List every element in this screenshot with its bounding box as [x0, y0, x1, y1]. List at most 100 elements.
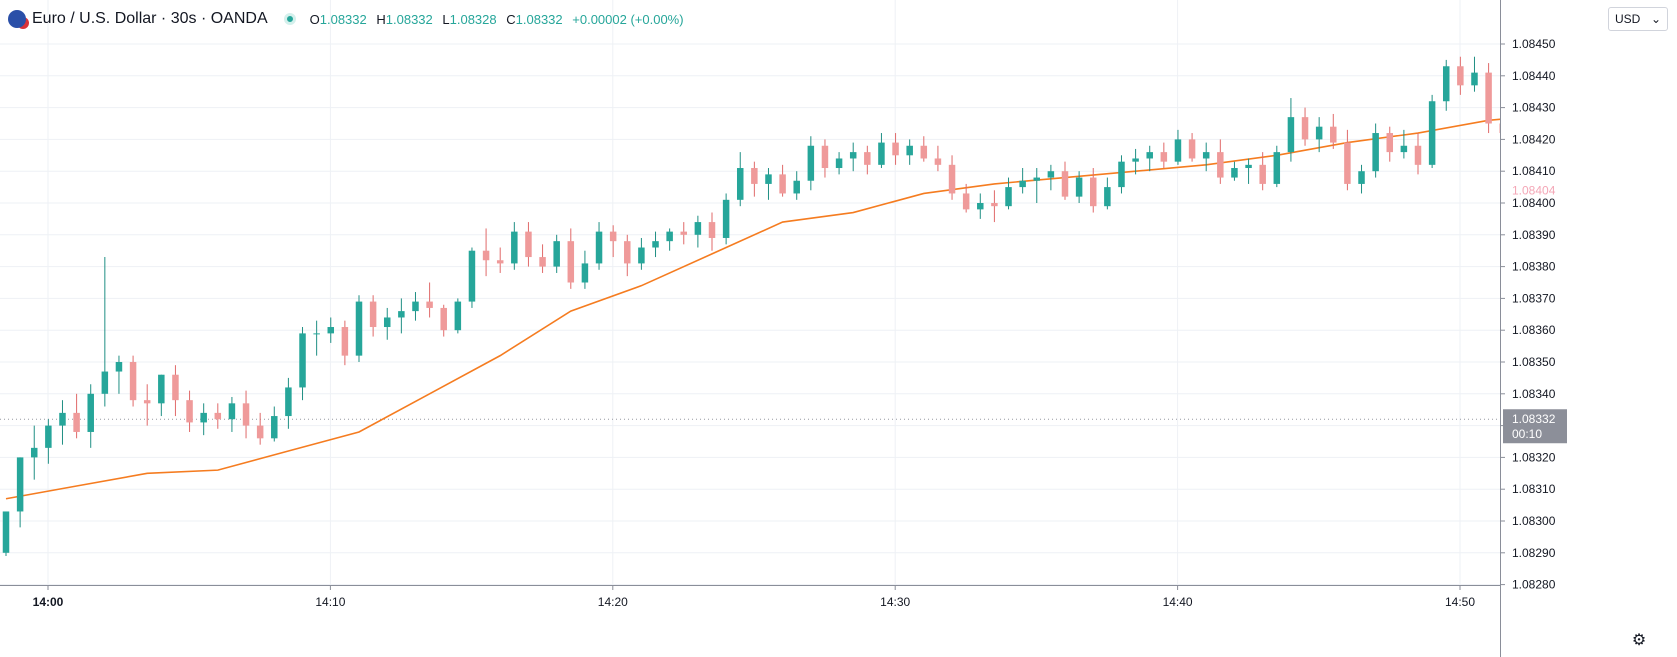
candle[interactable]	[892, 133, 899, 165]
candle[interactable]	[271, 406, 278, 442]
candle[interactable]	[1118, 155, 1125, 194]
candle[interactable]	[369, 295, 377, 337]
candle[interactable]	[1089, 168, 1097, 213]
symbol-title[interactable]: Euro / U.S. Dollar · 30s · OANDA	[32, 10, 268, 27]
candle[interactable]	[906, 139, 913, 165]
candle[interactable]	[511, 222, 518, 270]
candle[interactable]	[1287, 98, 1295, 162]
candle[interactable]	[1245, 158, 1252, 184]
candle[interactable]	[1019, 168, 1026, 194]
candle[interactable]	[751, 161, 758, 197]
candle[interactable]	[1330, 113, 1337, 149]
candle[interactable]	[1146, 145, 1153, 172]
candle[interactable]	[172, 365, 179, 417]
candle[interactable]	[553, 234, 560, 273]
candle[interactable]	[73, 393, 80, 439]
candle[interactable]	[962, 183, 970, 213]
candle[interactable]	[864, 145, 871, 175]
candle[interactable]	[1471, 56, 1478, 92]
candle[interactable]	[115, 355, 123, 394]
candle[interactable]	[242, 390, 250, 439]
candle[interactable]	[256, 412, 264, 445]
candle[interactable]	[200, 403, 207, 436]
candle[interactable]	[694, 215, 702, 248]
candle[interactable]	[1457, 56, 1464, 95]
candle[interactable]	[765, 168, 772, 200]
candle[interactable]	[525, 222, 532, 267]
candle[interactable]	[1061, 161, 1069, 200]
candle[interactable]	[638, 237, 645, 270]
candle[interactable]	[468, 247, 476, 308]
candle[interactable]	[1344, 129, 1351, 191]
candle[interactable]	[341, 320, 349, 366]
currency-selector[interactable]: USD ⌄	[1608, 7, 1668, 31]
candle[interactable]	[45, 419, 52, 464]
candle[interactable]	[609, 225, 617, 258]
candle[interactable]	[1174, 129, 1182, 165]
candle[interactable]	[1104, 177, 1111, 210]
candle[interactable]	[1188, 133, 1196, 162]
candle[interactable]	[299, 327, 306, 401]
candle[interactable]	[412, 292, 419, 321]
candle[interactable]	[821, 139, 829, 178]
candle[interactable]	[539, 244, 546, 273]
candle[interactable]	[454, 298, 462, 334]
candle[interactable]	[398, 298, 405, 334]
candle[interactable]	[1315, 117, 1323, 153]
candle[interactable]	[807, 136, 815, 191]
market-status-icon[interactable]	[283, 13, 296, 25]
candle[interactable]	[87, 384, 94, 448]
candle[interactable]	[1005, 177, 1012, 210]
candle[interactable]	[1075, 171, 1083, 203]
candle[interactable]	[1428, 94, 1436, 169]
candle[interactable]	[16, 457, 24, 528]
candle[interactable]	[1259, 152, 1266, 191]
candle[interactable]	[849, 142, 857, 172]
candle[interactable]	[1414, 133, 1422, 175]
candle[interactable]	[1273, 145, 1281, 188]
candle[interactable]	[708, 212, 716, 251]
candle[interactable]	[977, 193, 984, 219]
candle[interactable]	[2, 511, 10, 556]
candle[interactable]	[327, 317, 335, 343]
candle[interactable]	[652, 231, 659, 258]
candle[interactable]	[1485, 63, 1492, 134]
candle[interactable]	[920, 136, 928, 162]
candle[interactable]	[30, 425, 38, 480]
candle[interactable]	[1400, 129, 1408, 159]
candle[interactable]	[722, 193, 730, 245]
candle[interactable]	[383, 307, 391, 340]
candle[interactable]	[736, 152, 744, 207]
candle[interactable]	[624, 234, 631, 277]
candle[interactable]	[934, 145, 942, 172]
candle[interactable]	[1033, 168, 1041, 203]
candle[interactable]	[440, 304, 447, 337]
candle[interactable]	[835, 152, 843, 175]
candle[interactable]	[1301, 107, 1309, 146]
candle[interactable]	[355, 295, 363, 362]
candle[interactable]	[1202, 142, 1210, 172]
candle[interactable]	[581, 250, 589, 289]
candle[interactable]	[285, 377, 292, 429]
candle[interactable]	[1372, 123, 1379, 178]
candle[interactable]	[1047, 164, 1055, 191]
candle[interactable]	[567, 228, 575, 289]
candle[interactable]	[101, 257, 109, 407]
candle[interactable]	[313, 320, 320, 356]
candle[interactable]	[59, 400, 66, 445]
candle[interactable]	[1132, 148, 1139, 175]
candle[interactable]	[158, 374, 165, 417]
candle[interactable]	[948, 155, 956, 200]
settings-gear-icon[interactable]: ⚙	[1631, 632, 1647, 649]
price-axis[interactable]	[1500, 0, 1677, 657]
candle[interactable]	[991, 190, 998, 223]
candle[interactable]	[482, 228, 490, 277]
candle[interactable]	[1217, 139, 1224, 184]
candle[interactable]	[214, 403, 222, 429]
candle[interactable]	[186, 390, 193, 432]
candle[interactable]	[1442, 59, 1450, 111]
candle[interactable]	[1386, 126, 1394, 162]
candle[interactable]	[1160, 142, 1168, 169]
candle[interactable]	[878, 133, 885, 169]
candle[interactable]	[1231, 161, 1238, 181]
